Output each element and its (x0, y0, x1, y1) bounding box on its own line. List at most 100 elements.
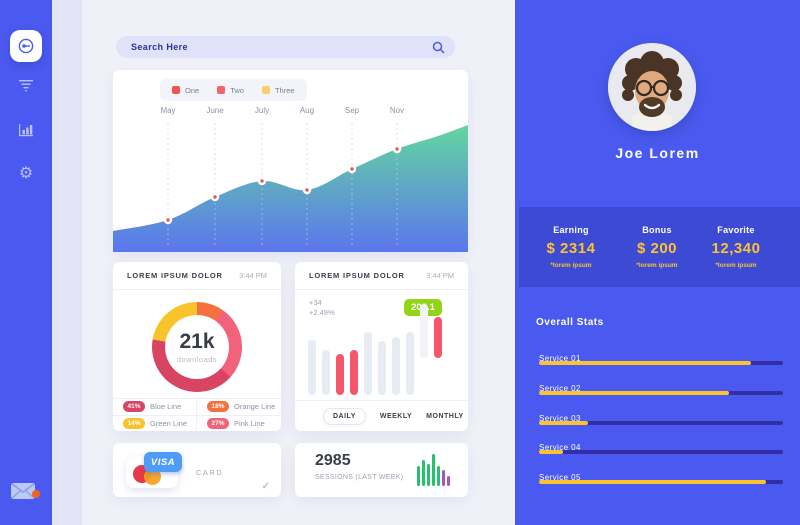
service-progress-row: Service 02 (539, 378, 783, 400)
stat-value: $ 2314 (546, 240, 596, 257)
check-icon: ✓ (261, 481, 270, 492)
area-chart (113, 123, 468, 252)
mini-bar (447, 476, 450, 486)
delta-percent: +2.49% (309, 308, 335, 317)
card-title: LOREM IPSUM DOLOR (309, 271, 405, 280)
service-label: Service 05 (539, 473, 581, 482)
chart-bar (420, 304, 428, 358)
mini-bar (417, 466, 420, 486)
tab-monthly[interactable]: MONTHLY (426, 412, 464, 420)
stat-value: 12,340 (711, 240, 761, 257)
axis-tick: June (206, 106, 224, 115)
mini-bar (442, 470, 445, 486)
sessions-mini-chart (417, 452, 450, 486)
card-timestamp: 3:44 PM (426, 271, 454, 280)
x-axis-labels: May June July Aug Sep Nov (113, 106, 468, 118)
bar-chart-icon (19, 124, 33, 137)
service-progress-row: Service 03 (539, 408, 783, 430)
progress-fill (539, 391, 730, 395)
search-icon[interactable] (432, 41, 445, 54)
chart-bar (322, 350, 330, 395)
chart-bar (434, 317, 442, 358)
chart-bar (364, 332, 372, 395)
legend-item-three[interactable]: Three (261, 85, 295, 95)
service-progress-row: Service 05 (539, 467, 783, 489)
card-title: LOREM IPSUM DOLOR (127, 271, 223, 280)
progress-track (539, 391, 783, 395)
data-point-center (260, 179, 264, 183)
sidebar-item-analytics[interactable] (0, 122, 52, 137)
mini-bar (422, 460, 425, 486)
overall-stats-title: Overall Stats (536, 317, 604, 328)
card-header: LOREM IPSUM DOLOR 3:44 PM (295, 262, 468, 290)
legend-swatch-three (261, 86, 270, 94)
user-name: Joe Lorem (615, 145, 700, 161)
axis-tick: Aug (299, 106, 315, 115)
sidebar-secondary-strip (52, 0, 82, 525)
chart-bar (308, 340, 316, 395)
mail-notification-dot (32, 490, 40, 498)
stat-label: Favorite (717, 225, 755, 235)
legend-swatch-one (172, 86, 180, 94)
stat-note: *lorem ipsum (715, 262, 757, 269)
stat-note: *lorem ipsum (550, 262, 592, 269)
legend-item-two[interactable]: Two (217, 86, 244, 95)
search-input[interactable] (129, 41, 432, 53)
stats-band: Earning $ 2314 *lorem ipsum Bonus $ 200 … (519, 207, 800, 287)
payment-card[interactable]: VISA CARD ✓ (113, 443, 281, 497)
filter-icon (19, 80, 33, 92)
pct-badge: 14% (123, 418, 145, 430)
service-progress-row: Service 01 (539, 348, 783, 370)
pct-badge: 27% (207, 418, 229, 430)
data-point-center (305, 188, 309, 192)
dashboard-gauge-icon (18, 38, 34, 54)
payment-card-label: CARD (196, 468, 224, 477)
service-label: Service 03 (539, 414, 581, 423)
stat-note: *lorem ipsum (636, 262, 678, 269)
legend-label: Blue Line (150, 402, 182, 412)
avatar[interactable] (608, 43, 696, 131)
tab-daily[interactable]: DAILY (323, 407, 366, 425)
sidebar-item-dashboard[interactable] (10, 30, 42, 62)
area-series (113, 125, 468, 252)
pct-badge: 18% (207, 401, 229, 413)
sidebar-item-settings[interactable]: ⚙ (0, 163, 52, 183)
axis-tick: Nov (389, 106, 405, 115)
sessions-card: 2985 SESSIONS (LAST WEEK) (295, 443, 468, 497)
stat-bonus: Bonus $ 200 *lorem ipsum (623, 225, 691, 269)
stat-favorite: Favorite 12,340 *lorem ipsum (691, 225, 781, 269)
progress-fill (539, 480, 766, 484)
progress-track (539, 361, 783, 365)
legend-item-one[interactable]: One (172, 86, 199, 95)
mini-bar (437, 466, 440, 486)
donut-legend-item: 41% Blue Line (113, 399, 197, 416)
donut-legend-item: 14% Green Line (113, 415, 197, 432)
axis-tick: May (160, 106, 176, 115)
chart-bar (406, 332, 414, 395)
legend-label: One (185, 85, 200, 95)
donut-chart (152, 302, 242, 392)
visa-logo: VISA (150, 456, 176, 468)
sidebar-item-mail[interactable] (11, 483, 40, 501)
chart-bar (336, 354, 344, 395)
donut-legend-item: 18% Orange Line (197, 399, 281, 416)
stat-earning: Earning $ 2314 *lorem ipsum (519, 225, 623, 269)
visa-badge: VISA (144, 452, 182, 472)
area-chart-card: One Two Three May June July Aug Sep Nov (113, 70, 468, 252)
progress-track (539, 450, 783, 454)
legend-swatch-two (217, 86, 226, 94)
card-header: LOREM IPSUM DOLOR 3:44 PM (113, 262, 281, 290)
settings-gear-icon: ⚙ (18, 165, 34, 182)
mini-bar (432, 454, 435, 486)
tab-weekly[interactable]: WEEKLY (379, 412, 413, 420)
data-points (163, 144, 402, 225)
stat-label: Bonus (642, 225, 672, 235)
sidebar-item-filter[interactable] (0, 79, 52, 92)
avatar-illustration (608, 43, 696, 131)
sidebar: ⚙ (0, 0, 52, 525)
legend-label: Three (274, 85, 295, 95)
donut-legend-item: 27% Pink Line (197, 416, 281, 433)
axis-tick: Sep (344, 106, 360, 115)
mastercard-orange-circle-icon (144, 468, 161, 485)
profile-panel: Joe Lorem Earning $ 2314 *lorem ipsum Bo… (515, 0, 800, 525)
